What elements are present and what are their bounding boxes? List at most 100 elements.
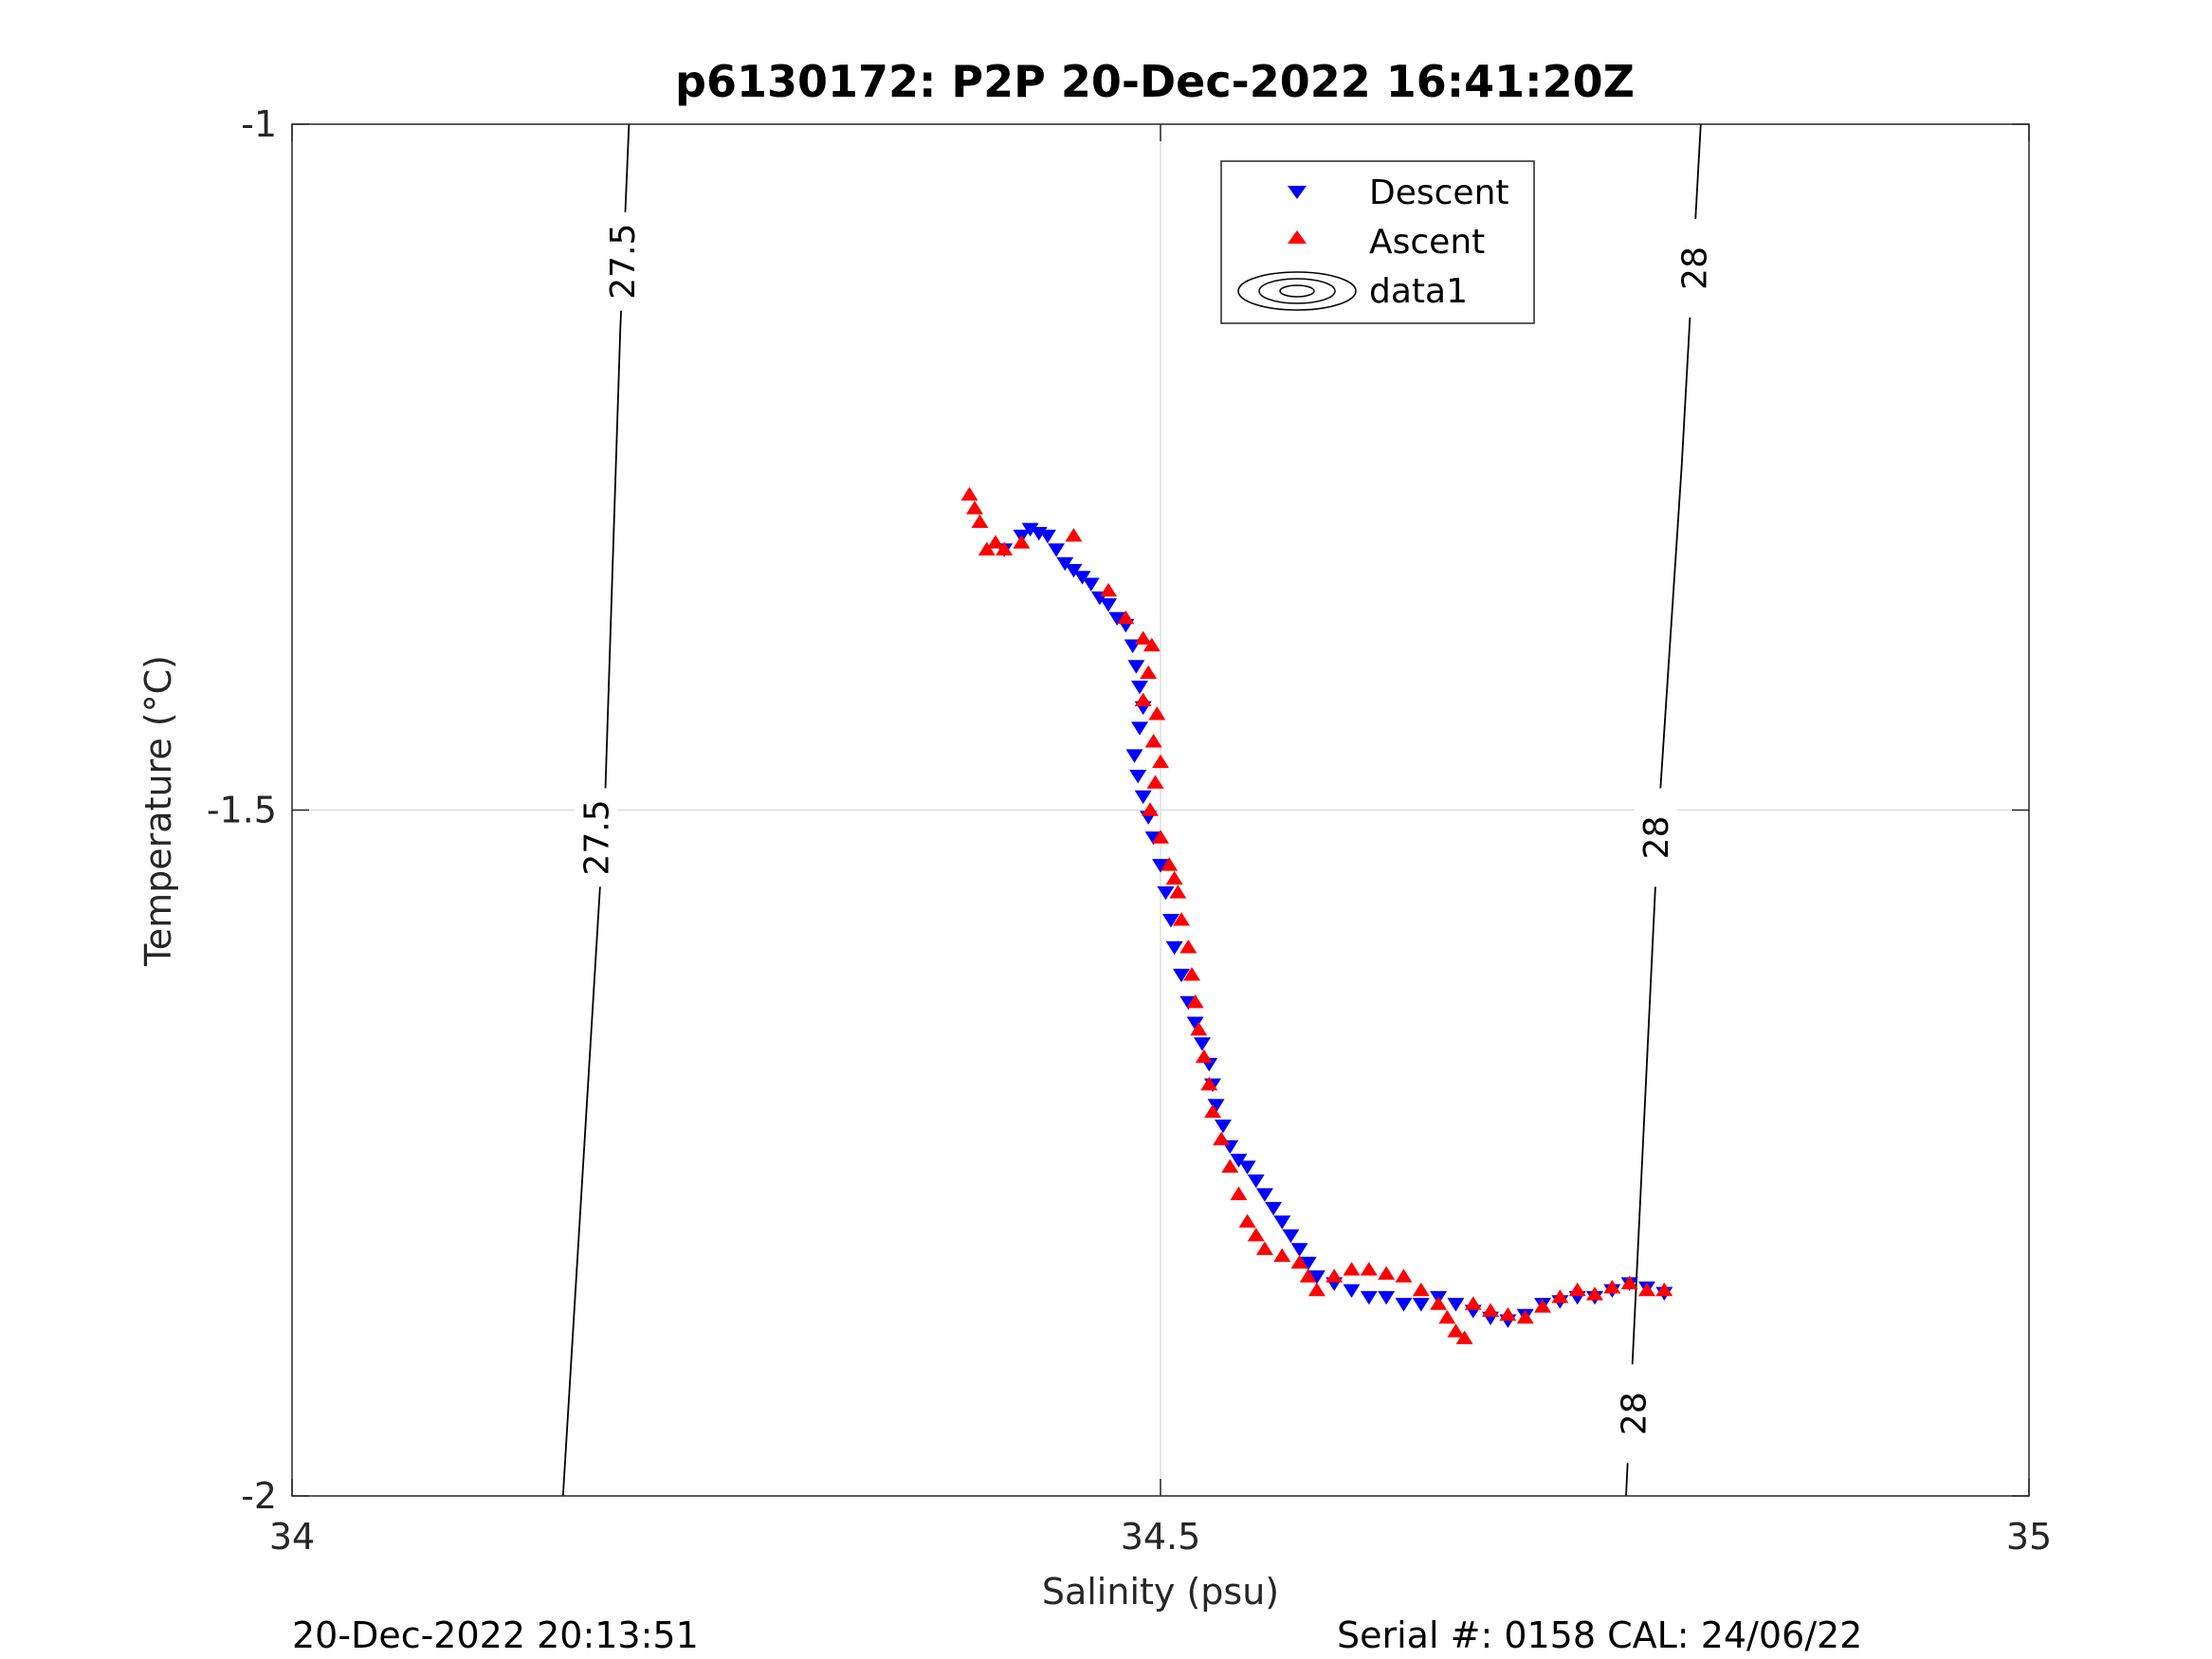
descent-point [1157, 886, 1175, 901]
x-tick-label: 34.5 [1121, 1516, 1201, 1558]
descent-point [1100, 598, 1118, 612]
ascent-point [1152, 830, 1169, 844]
x-axis-label: Salinity (psu) [1042, 1571, 1279, 1613]
descent-point [1265, 1201, 1283, 1216]
descent-point [1172, 968, 1190, 983]
ascent-point [1464, 1296, 1482, 1310]
descent-point [1230, 1154, 1248, 1168]
descent-point [1290, 1243, 1308, 1257]
ascent-point [1482, 1303, 1500, 1317]
contour-label: 27.5 [604, 224, 643, 300]
ascent-point [1169, 884, 1187, 899]
ascent-point [1065, 528, 1083, 542]
contour-label-bg [601, 211, 644, 311]
descent-point [1238, 1160, 1256, 1175]
contour-label: 28 [1675, 246, 1714, 290]
descent-point [1214, 1120, 1232, 1134]
descent-point [1127, 660, 1145, 674]
ascent-point [1568, 1282, 1586, 1297]
ascent-point [996, 541, 1014, 556]
ascent-point [965, 501, 983, 515]
footer-serial-cal: Serial #: 0158 CAL: 24/06/22 [1337, 1614, 1862, 1656]
ascent-point [1148, 706, 1166, 720]
legend-ascent-label: Ascent [1369, 223, 1485, 262]
density-contours: 27.5 27.5 28 28 28 [561, 123, 1715, 1497]
legend-data1-label: data1 [1369, 272, 1468, 311]
ascent-point [1238, 1213, 1256, 1228]
ascent-point [971, 514, 989, 528]
descent-point [1131, 721, 1149, 736]
ascent-point [1182, 967, 1200, 981]
descent-point [1065, 563, 1083, 578]
ascent-point [1412, 1282, 1430, 1297]
ascent-point [1200, 1076, 1218, 1091]
ascent-point [1290, 1254, 1308, 1269]
contour-label: 27.5 [578, 799, 617, 875]
descent-point [1360, 1290, 1378, 1305]
ascent-point [1438, 1309, 1456, 1324]
ascent-point [1430, 1296, 1448, 1310]
ascent-point [1230, 1186, 1248, 1200]
descent-point [1129, 770, 1147, 784]
legend-descent-label: Descent [1369, 173, 1509, 212]
ascent-point [986, 535, 1004, 549]
ascent-point [1203, 1103, 1221, 1119]
ascent-point [1013, 535, 1031, 549]
descent-point [1186, 1016, 1204, 1030]
ascent-point [1190, 1021, 1208, 1036]
descent-point [1282, 1229, 1300, 1244]
descent-point [1343, 1284, 1361, 1299]
descent-point [1056, 556, 1074, 572]
ascent-point [1325, 1268, 1344, 1283]
descent-point [1395, 1298, 1413, 1312]
ascent-point [1221, 1158, 1239, 1174]
ascent-point [960, 486, 978, 501]
ascent-point [1551, 1289, 1569, 1304]
contour-label: 28 [1637, 816, 1676, 860]
descent-point [1412, 1298, 1430, 1312]
ascent-point [1637, 1282, 1655, 1297]
ascent-point [1195, 1048, 1213, 1064]
ascent-point [1620, 1275, 1638, 1290]
ascent-point [1213, 1131, 1231, 1146]
descent-point [1073, 571, 1091, 585]
ascent-point [1179, 939, 1197, 954]
descent-point [1125, 749, 1143, 763]
contour-label: 28 [1615, 1392, 1654, 1435]
y-tick-label: -2 [241, 1475, 277, 1517]
ascent-point [1378, 1266, 1396, 1280]
ascent-point [1307, 1282, 1325, 1297]
axis-ticks: 34 34.5 35 -2 -1.5 -1 [207, 103, 2052, 1558]
descent-point [1152, 859, 1169, 873]
ascent-point [1655, 1282, 1673, 1297]
ascent-point [1395, 1268, 1413, 1283]
ascent-point [1186, 994, 1204, 1009]
descent-point [1048, 543, 1066, 557]
ascent-point [1134, 692, 1152, 707]
x-tick-label: 34 [269, 1516, 315, 1558]
ascent-point [1142, 802, 1160, 816]
ascent-point [1299, 1268, 1317, 1283]
contour-label-bg [1673, 218, 1715, 318]
descent-point [1165, 940, 1183, 956]
ascent-point [1499, 1306, 1517, 1322]
ascent-point [1455, 1330, 1473, 1344]
descent-point [1038, 529, 1056, 544]
descent-point [1273, 1215, 1291, 1230]
ascent-point [1360, 1262, 1378, 1276]
descent-point [1021, 522, 1039, 537]
descent-point [1193, 1037, 1211, 1051]
contour-label-bg [1635, 788, 1677, 887]
descent-point [1207, 1099, 1225, 1113]
descent-point [1447, 1298, 1465, 1312]
descent-point [1378, 1290, 1396, 1305]
descent-point [1108, 611, 1126, 627]
descent-point [1247, 1174, 1265, 1189]
ascent-point [1516, 1309, 1534, 1324]
plot-area: 27.5 27.5 28 28 28 34 34.5 35 -2 -1.5 -1 [207, 103, 2052, 1558]
descent-point [1131, 680, 1149, 695]
legend-box [1220, 160, 1535, 324]
ascent-point [1140, 665, 1158, 680]
ascent-point [1343, 1262, 1361, 1276]
